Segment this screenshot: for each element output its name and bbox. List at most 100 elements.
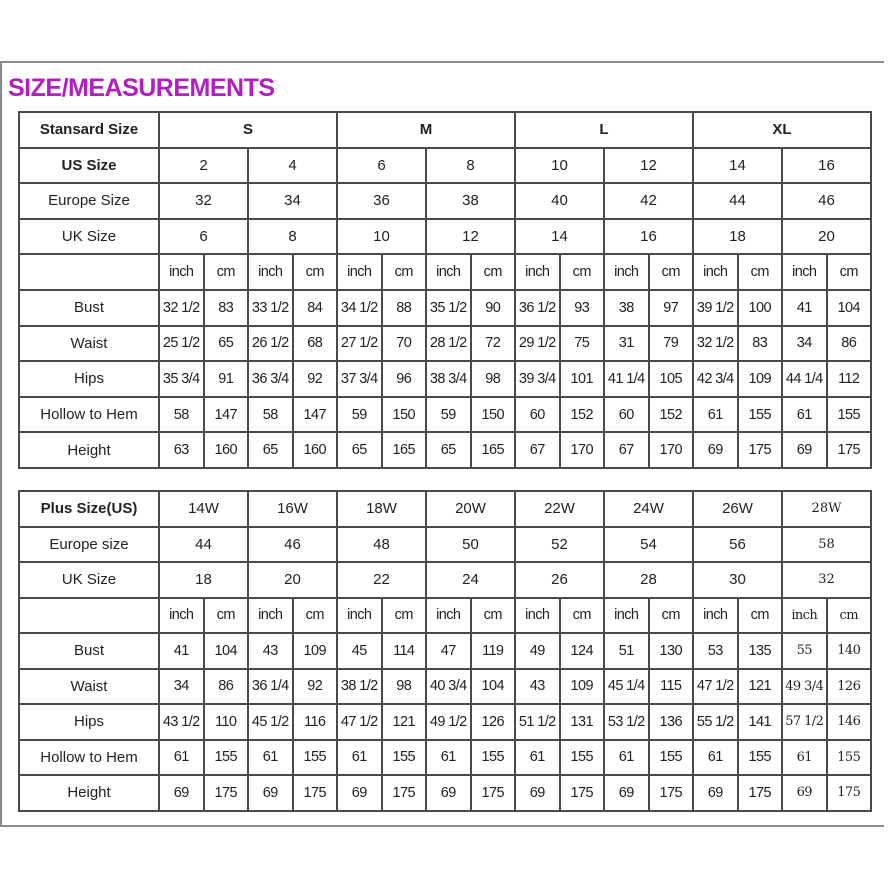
value-inch: 69 [158,774,205,812]
row-label: UK Size [18,561,160,599]
value-cm: 92 [291,360,338,398]
value-inch: 41 [781,288,828,327]
size-value: 36 [336,182,427,220]
empty-cell [18,596,160,634]
value-inch: 32 1/2 [158,288,205,327]
size-value: 28 [603,561,694,599]
value-inch: 37 3/4 [336,360,383,398]
row-label: Hollow to Hem [18,395,160,434]
size-value: 12 [425,217,516,256]
value-inch: 38 [603,288,650,327]
size-value: 42 [603,182,694,220]
value-cm: 116 [291,703,338,741]
size-row: Europe Size 32 34 36 38 40 42 44 46 [18,182,872,220]
value-inch: 57 1/2 [781,703,828,741]
value-cm: 86 [825,324,872,363]
value-inch: 25 1/2 [158,324,205,363]
size-value: 10 [336,217,427,256]
value-inch: 36 1/4 [247,667,294,705]
size-group-s: S [158,111,338,149]
value-cm: 155 [647,738,694,776]
unit-cm: cm [291,253,338,291]
size-value: 30 [692,561,783,599]
value-inch: 35 1/2 [425,288,472,327]
value-inch: 61 [336,738,383,776]
unit-inch: inch [514,596,561,634]
unit-inch: inch [336,596,383,634]
value-cm: 175 [380,774,427,812]
value-inch: 69 [781,431,828,469]
value-cm: 175 [647,774,694,812]
value-inch: 65 [247,431,294,469]
value-cm: 141 [736,703,783,741]
size-value: 44 [692,182,783,220]
size-value: 20 [247,561,338,599]
size-value: 46 [781,182,872,220]
value-cm: 92 [291,667,338,705]
value-cm: 147 [202,395,249,434]
value-cm: 175 [825,431,872,469]
value-inch: 61 [781,395,828,434]
size-value: 24 [425,561,516,599]
value-cm: 93 [558,288,605,327]
value-inch: 38 1/2 [336,667,383,705]
value-inch: 29 1/2 [514,324,561,363]
value-inch: 47 1/2 [692,667,739,705]
value-inch: 34 [781,324,828,363]
value-inch: 61 [692,738,739,776]
size-value: 16 [781,146,872,185]
value-cm: 175 [558,774,605,812]
value-inch: 61 [514,738,561,776]
value-cm: 160 [291,431,338,469]
value-cm: 70 [380,324,427,363]
unit-inch: inch [425,596,472,634]
size-value: 32 [781,561,872,599]
value-inch: 36 3/4 [247,360,294,398]
unit-cm: cm [558,596,605,634]
value-cm: 124 [558,632,605,670]
value-inch: 59 [425,395,472,434]
unit-cm: cm [291,596,338,634]
value-cm: 155 [380,738,427,776]
value-cm: 136 [647,703,694,741]
value-inch: 59 [336,395,383,434]
value-inch: 51 [603,632,650,670]
value-cm: 98 [469,360,516,398]
value-inch: 33 1/2 [247,288,294,327]
unit-inch: inch [781,596,828,634]
value-inch: 69 [781,774,828,812]
row-label: US Size [18,146,160,185]
value-inch: 65 [336,431,383,469]
value-cm: 155 [291,738,338,776]
value-inch: 69 [603,774,650,812]
size-group-m: M [336,111,516,149]
value-inch: 45 [336,632,383,670]
value-inch: 39 1/2 [692,288,739,327]
value-inch: 58 [247,395,294,434]
value-inch: 49 3/4 [781,667,828,705]
size-value: 16 [603,217,694,256]
unit-inch: inch [158,253,205,291]
value-cm: 110 [202,703,249,741]
measurement-row: Waist 34 86 36 1/4 92 38 1/2 98 40 3/4 104 43 109 4… [18,667,872,705]
value-inch: 32 1/2 [692,324,739,363]
value-inch: 47 [425,632,472,670]
size-value: 40 [514,182,605,220]
row-label: Height [18,431,160,469]
value-inch: 45 1/4 [603,667,650,705]
value-cm: 155 [558,738,605,776]
value-inch: 39 3/4 [514,360,561,398]
size-value: 26 [514,561,605,599]
value-cm: 130 [647,632,694,670]
value-cm: 155 [825,738,872,776]
value-cm: 91 [202,360,249,398]
unit-row: inch cm inch cm inch cm inch cm inch cm inch cm inch… [18,253,872,291]
value-inch: 40 3/4 [425,667,472,705]
row-label: Bust [18,632,160,670]
unit-inch: inch [781,253,828,291]
value-cm: 79 [647,324,694,363]
measurement-row: Bust 32 1/2 83 33 1/2 84 34 1/2 88 35 1/2 90 36 1… [18,288,872,327]
value-inch: 58 [158,395,205,434]
value-inch: 69 [336,774,383,812]
value-inch: 34 [158,667,205,705]
